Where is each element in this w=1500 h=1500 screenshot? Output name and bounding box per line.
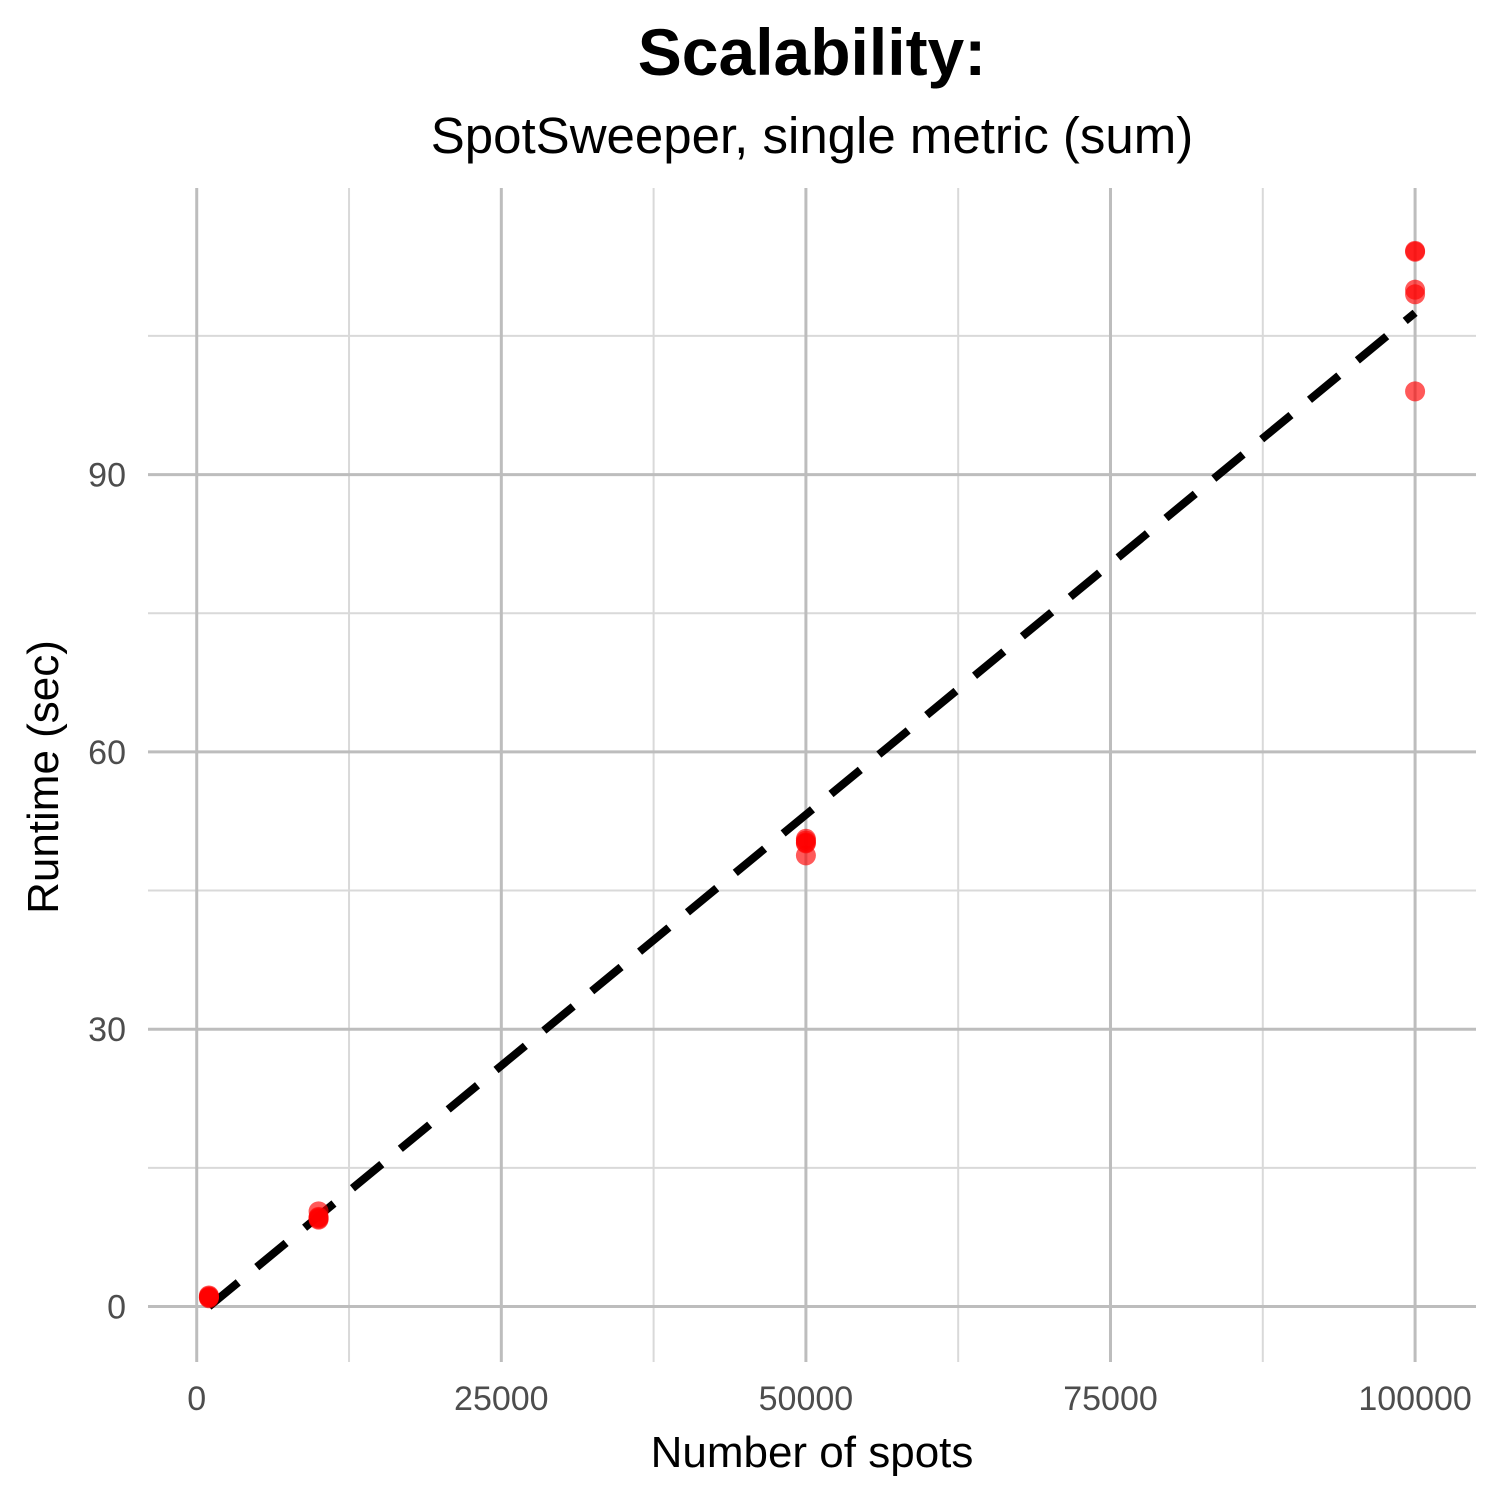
chart-subtitle: SpotSweeper, single metric (sum)	[430, 107, 1194, 164]
data-point	[1405, 241, 1426, 262]
y-tick-label: 90	[88, 457, 126, 495]
y-tick-label: 60	[88, 734, 126, 772]
y-axis-title: Runtime (sec)	[19, 640, 68, 914]
x-tick-label: 50000	[759, 1380, 854, 1418]
data-point	[795, 833, 816, 854]
data-point	[1405, 284, 1426, 305]
data-point	[198, 1287, 219, 1308]
x-axis-title: Number of spots	[651, 1428, 974, 1477]
chart-title: Scalability:	[637, 15, 987, 89]
y-tick-label: 0	[107, 1289, 126, 1327]
gridlines	[148, 188, 1476, 1362]
data-points	[198, 240, 1426, 1309]
x-tick-label: 100000	[1358, 1380, 1471, 1418]
x-tick-label: 25000	[454, 1380, 549, 1418]
data-point	[1405, 381, 1426, 402]
x-tick-label: 0	[187, 1380, 206, 1418]
y-tick-label: 30	[88, 1011, 126, 1049]
tick-labels: 0 25000 50000 75000 100000 0 30 60 90	[88, 457, 1472, 1418]
trend-line-layer	[206, 309, 1418, 1310]
x-tick-label: 75000	[1063, 1380, 1158, 1418]
data-point	[308, 1206, 329, 1227]
trend-line	[206, 309, 1418, 1310]
